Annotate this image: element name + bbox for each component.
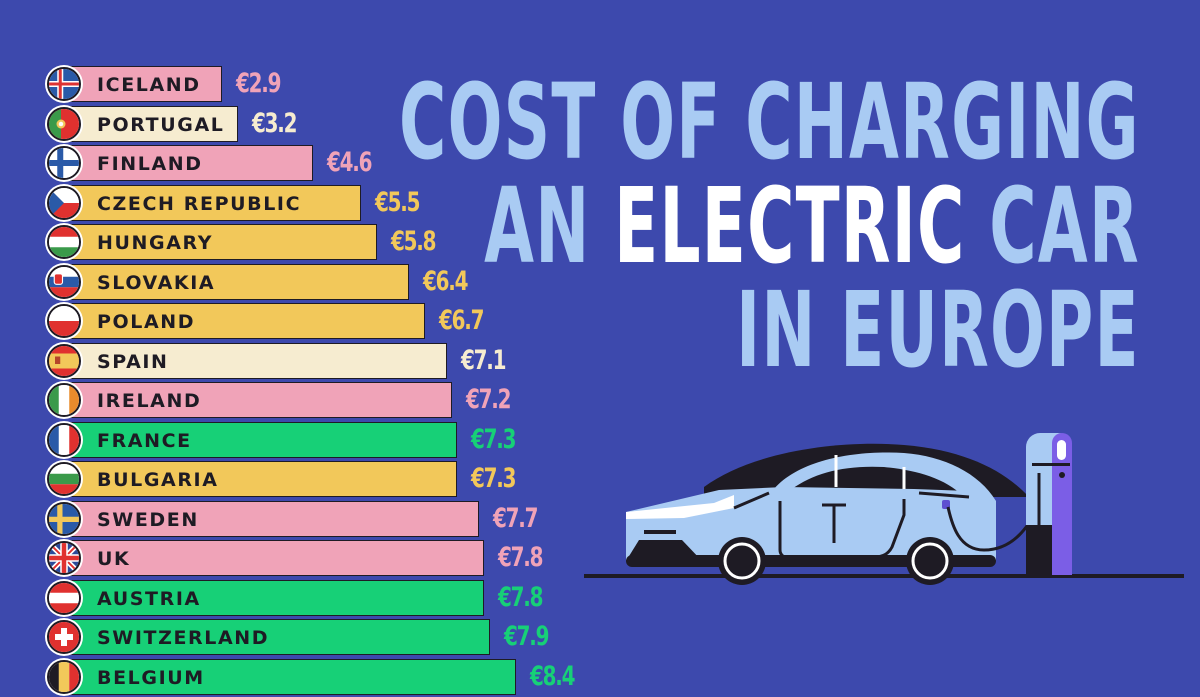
bar: [66, 224, 377, 260]
bar: [66, 303, 425, 339]
value-label: €5.8: [391, 226, 436, 257]
country-flag-icon: [47, 501, 81, 536]
bar: [66, 382, 452, 418]
bar: [66, 619, 490, 655]
bar: [66, 500, 479, 537]
country-flag-icon: [47, 67, 81, 101]
title-line-1: COST OF CHARGING: [399, 61, 1140, 183]
country-label: SPAIN: [97, 350, 169, 373]
title-word-electric: ELECTRIC: [614, 165, 966, 287]
bar: [66, 105, 238, 142]
country-label: UK: [97, 548, 131, 570]
country-label: BULGARIA: [97, 469, 219, 491]
value-label: €6.7: [439, 305, 484, 336]
value-label: €7.8: [498, 542, 543, 573]
country-flag-icon: [47, 659, 81, 694]
country-label: ICELAND: [97, 74, 201, 96]
value-label: €6.4: [423, 265, 468, 297]
bar: [66, 145, 313, 181]
country-label: PORTUGAL: [97, 113, 225, 136]
electric-car-charging-illustration: [584, 433, 1184, 585]
country-label: FRANCE: [97, 429, 192, 452]
bar: [66, 579, 484, 616]
country-label: HUNGARY: [97, 232, 214, 254]
ground-line: [584, 574, 1184, 578]
value-label: €7.9: [504, 621, 549, 652]
bar: [66, 540, 484, 576]
value-label: €7.3: [471, 423, 516, 455]
country-flag-icon: [47, 185, 81, 220]
country-label: SLOVAKIA: [97, 271, 216, 294]
country-label: SWITZERLAND: [97, 627, 270, 649]
country-flag-icon: [47, 580, 81, 615]
value-label: €7.8: [498, 581, 543, 613]
country-label: FINLAND: [97, 153, 203, 175]
country-label: POLAND: [97, 311, 196, 333]
bar: [66, 461, 457, 497]
bar: [66, 263, 409, 300]
country-flag-icon: [47, 146, 81, 180]
country-flag-icon: [47, 304, 81, 338]
value-label: €7.7: [493, 502, 538, 534]
country-flag-icon: [47, 541, 81, 575]
bar: [66, 184, 361, 221]
title-line-2: AN ELECTRIC CAR: [399, 174, 1140, 278]
value-label: €7.2: [466, 384, 511, 415]
bar: [66, 421, 457, 458]
country-flag-icon: [47, 343, 81, 378]
country-flag-icon: [47, 462, 81, 496]
value-label: €2.9: [236, 68, 281, 99]
country-label: CZECH REPUBLIC: [97, 192, 302, 215]
value-label: €4.6: [327, 147, 372, 178]
title-word-car: CAR: [965, 165, 1140, 287]
country-label: BELGIUM: [97, 666, 205, 689]
value-label: €8.4: [530, 660, 575, 692]
title-line-3: IN EUROPE: [736, 269, 1140, 391]
country-label: SWEDEN: [97, 508, 199, 531]
country-flag-icon: [47, 422, 81, 457]
country-flag-icon: [47, 620, 81, 654]
value-label: €3.2: [252, 107, 297, 139]
value-label: €7.3: [471, 463, 516, 494]
value-label: €7.1: [461, 344, 506, 376]
country-flag-icon: [47, 383, 81, 417]
bar: [66, 342, 447, 379]
country-flag-icon: [47, 106, 81, 141]
country-label: IRELAND: [97, 390, 202, 412]
bar: [66, 66, 222, 102]
title-word-an: AN: [484, 165, 615, 287]
country-flag-icon: [47, 264, 81, 299]
country-flag-icon: [47, 225, 81, 259]
value-label: €5.5: [375, 186, 420, 218]
chart-title: COST OF CHARGING AN ELECTRIC CAR IN EURO…: [0, 70, 1140, 382]
country-label: AUSTRIA: [97, 587, 201, 610]
